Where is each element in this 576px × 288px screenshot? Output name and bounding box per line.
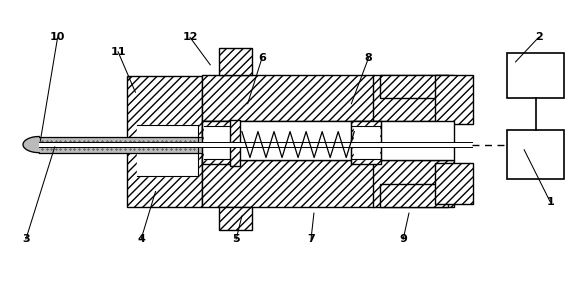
Text: 3: 3 (22, 234, 30, 244)
Bar (507, 53, 564, 98)
Bar (373, 160, 454, 207)
Bar (39, 142, 472, 147)
Text: 1: 1 (546, 197, 554, 206)
Bar (351, 121, 381, 164)
Bar (39, 137, 202, 153)
Text: 5: 5 (232, 234, 240, 244)
Bar (219, 48, 252, 75)
Bar (219, 207, 252, 230)
Bar (202, 121, 232, 164)
Bar (380, 184, 448, 207)
Bar (127, 76, 202, 207)
Text: 6: 6 (258, 53, 266, 62)
Bar (137, 125, 198, 176)
Text: 7: 7 (307, 234, 315, 244)
Bar (202, 160, 374, 207)
Bar (373, 75, 454, 121)
Bar (354, 126, 379, 159)
Bar (435, 163, 473, 204)
Bar (373, 121, 454, 160)
Text: 9: 9 (399, 234, 407, 244)
Text: 2: 2 (535, 33, 543, 42)
Bar (202, 121, 374, 160)
Text: 10: 10 (50, 33, 65, 42)
Bar (202, 75, 374, 121)
Bar (435, 75, 473, 124)
Bar (380, 75, 448, 98)
Bar (230, 120, 240, 166)
Text: 11: 11 (111, 47, 126, 57)
Bar (507, 130, 564, 179)
Text: 4: 4 (137, 234, 145, 244)
Polygon shape (23, 137, 39, 153)
Bar (204, 126, 229, 159)
Text: 8: 8 (365, 53, 373, 62)
Text: 12: 12 (183, 33, 198, 42)
